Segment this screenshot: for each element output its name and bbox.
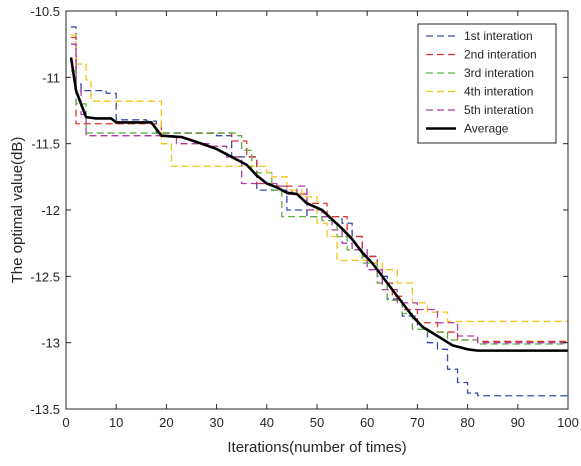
legend-label: Average — [464, 122, 509, 136]
y-axis-label: The optimal value(dB) — [9, 137, 26, 284]
y-tick-label: -12 — [41, 203, 60, 218]
plot-layer — [69, 26, 568, 397]
series-line-1st-interation — [71, 26, 568, 397]
x-tick-label: 60 — [360, 415, 374, 430]
legend-label: 5th interation — [464, 103, 533, 117]
x-tick-label: 40 — [260, 415, 274, 430]
legend-label: 4th interation — [464, 85, 533, 99]
tick-layer: 0 10 20 30 40 50 60 70 80 90 100 -10.5 -11 -11.5 -12 -1… — [30, 4, 578, 430]
x-tick-label: 50 — [310, 415, 324, 430]
legend-label: 1st interation — [464, 29, 533, 43]
y-tick-label: -10.5 — [30, 4, 60, 19]
x-tick-label: 20 — [159, 415, 173, 430]
x-tick-label: 70 — [410, 415, 424, 430]
x-tick-label: 80 — [460, 415, 474, 430]
x-tick-label: 10 — [109, 415, 123, 430]
y-tick-label: -13.5 — [30, 402, 60, 417]
plot-area-frame — [65, 10, 569, 410]
x-tick-label: 90 — [511, 415, 525, 430]
y-tick-label: -11.5 — [31, 137, 60, 152]
legend-box — [417, 23, 557, 144]
series-line-3rd-interation — [71, 70, 568, 345]
series-line-4th-interation — [71, 34, 568, 323]
y-tick-label: -11 — [42, 70, 60, 85]
legend-label: 2nd interation — [464, 48, 537, 62]
y-tick-label: -13 — [41, 336, 60, 351]
y-tick-label: -12.5 — [30, 269, 60, 284]
legend-label: 3rd interation — [464, 66, 534, 80]
x-axis-label: Iterations(number of times) — [227, 439, 406, 456]
legend: 1st interation 2nd interation 3rd interati… — [417, 23, 557, 144]
series-line-average — [69, 57, 568, 352]
x-tick-label: 0 — [62, 415, 69, 430]
x-tick-label: 30 — [209, 415, 223, 430]
x-tick-label: 100 — [557, 415, 579, 430]
